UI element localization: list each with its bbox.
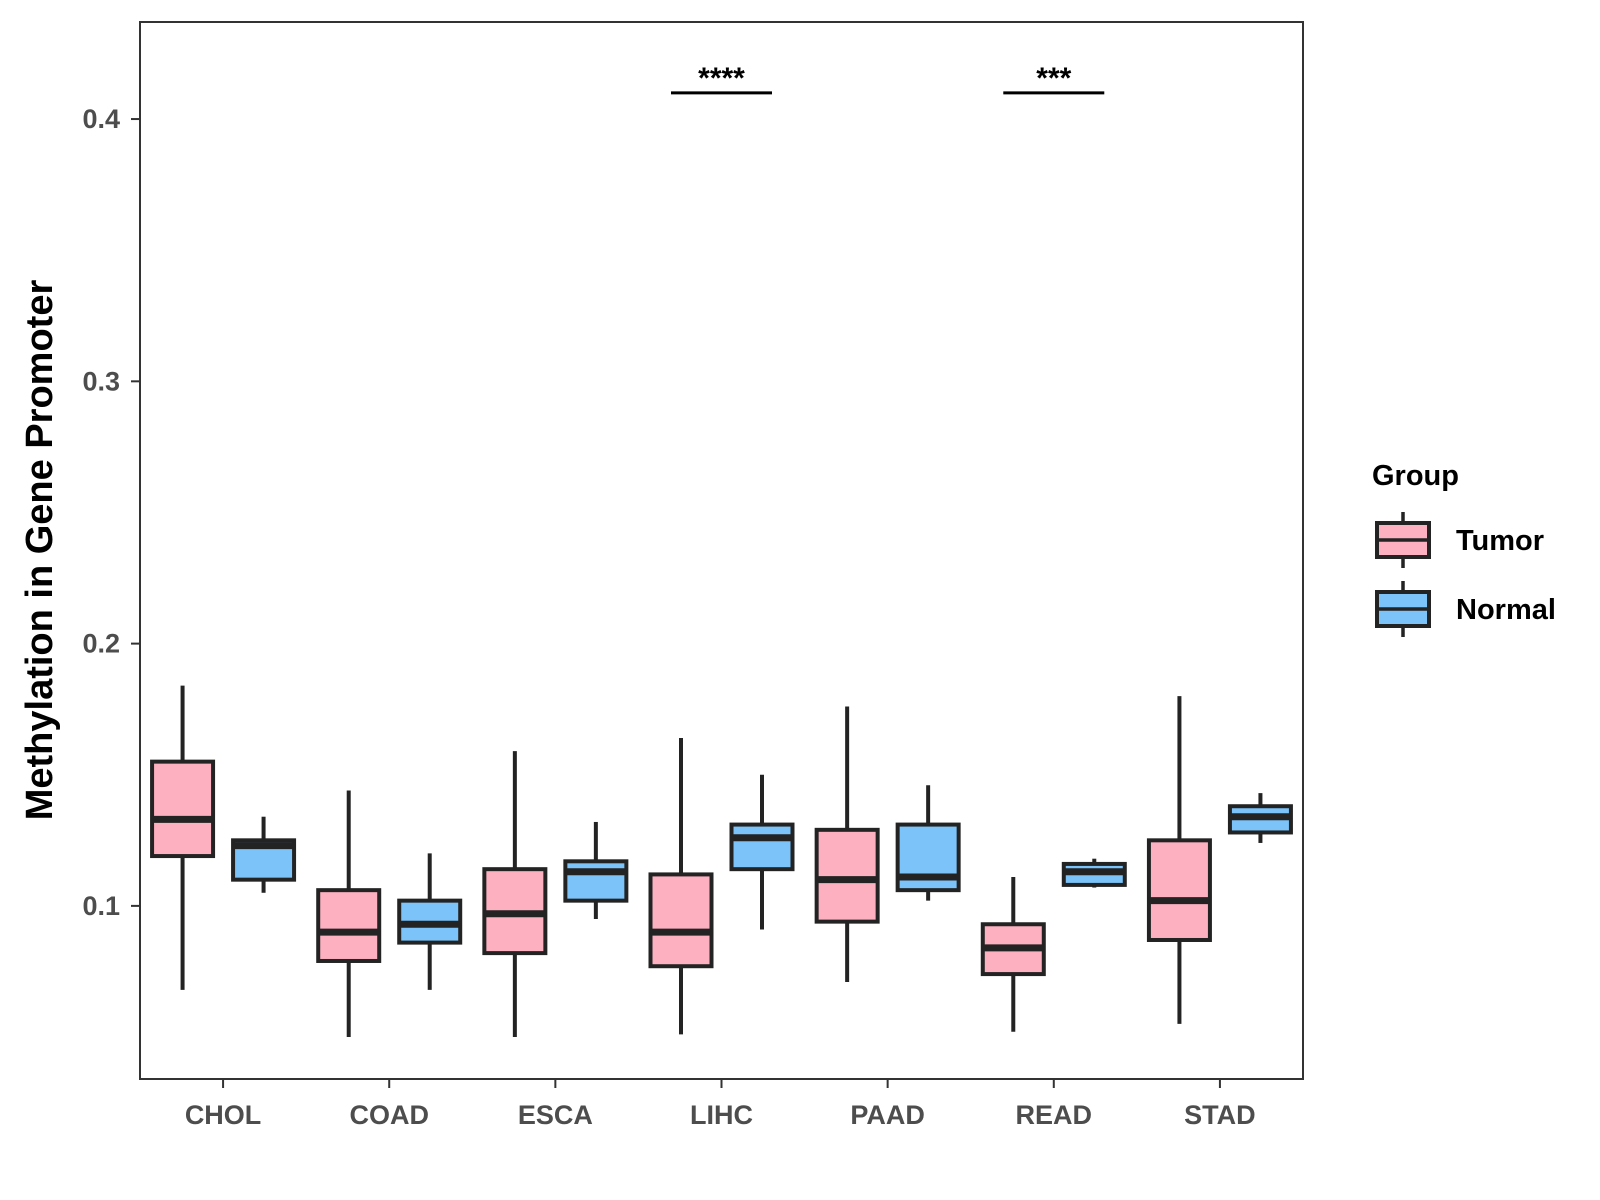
y-axis-title: Methylation in Gene Promoter bbox=[19, 280, 61, 821]
box-normal-read bbox=[1061, 858, 1127, 888]
x-tick-label-paad: PAAD bbox=[850, 1100, 925, 1130]
significance-label-read: *** bbox=[1036, 62, 1071, 95]
y-axis: 0.1 0.2 0.3 0.4 bbox=[82, 104, 140, 921]
box-iqr bbox=[316, 888, 382, 963]
x-tick-label-coad: COAD bbox=[349, 1100, 429, 1130]
significance-annotations: **** *** bbox=[671, 62, 1105, 95]
y-tick-label: 0.2 bbox=[82, 629, 120, 659]
legend-label-normal: Normal bbox=[1456, 594, 1556, 626]
box-iqr bbox=[729, 822, 795, 872]
x-axis: CHOL COAD ESCA LIHC PAAD READ STAD bbox=[185, 1079, 1256, 1130]
box-layer bbox=[150, 685, 1293, 1038]
x-tick-label-chol: CHOL bbox=[185, 1100, 262, 1130]
legend-item-tumor: Tumor bbox=[1375, 512, 1544, 568]
box-tumor-read bbox=[980, 877, 1046, 1032]
x-tick-label-esca: ESCA bbox=[518, 1100, 593, 1130]
significance-label-lihc: **** bbox=[698, 62, 745, 95]
box-iqr bbox=[648, 872, 714, 969]
box-iqr bbox=[814, 827, 880, 924]
box-tumor-stad bbox=[1146, 696, 1212, 1024]
box-normal-esca bbox=[563, 821, 629, 920]
legend-label-tumor: Tumor bbox=[1456, 525, 1544, 557]
x-tick-label-read: READ bbox=[1016, 1100, 1093, 1130]
box-tumor-coad bbox=[316, 790, 382, 1038]
box-normal-paad bbox=[895, 785, 961, 901]
box-iqr bbox=[563, 859, 629, 903]
x-tick-label-stad: STAD bbox=[1184, 1100, 1256, 1130]
box-normal-lihc bbox=[729, 774, 795, 930]
legend-item-normal: Normal bbox=[1375, 581, 1556, 637]
box-iqr bbox=[1146, 838, 1212, 942]
box-normal-chol bbox=[231, 816, 297, 893]
box-tumor-lihc bbox=[648, 738, 714, 1035]
y-tick-label: 0.1 bbox=[82, 891, 120, 921]
y-tick-label: 0.3 bbox=[82, 366, 120, 396]
box-normal-coad bbox=[397, 853, 463, 990]
box-tumor-esca bbox=[482, 751, 548, 1038]
box-tumor-paad bbox=[814, 706, 880, 982]
plot-panel bbox=[139, 21, 1304, 1080]
y-tick-label: 0.4 bbox=[82, 104, 120, 134]
x-tick-label-lihc: LIHC bbox=[690, 1100, 753, 1130]
legend: Group Tumor Normal bbox=[1372, 460, 1556, 637]
box-normal-stad bbox=[1227, 793, 1293, 843]
legend-title: Group bbox=[1372, 460, 1459, 492]
box-tumor-chol bbox=[150, 685, 216, 990]
box-iqr bbox=[150, 759, 216, 859]
